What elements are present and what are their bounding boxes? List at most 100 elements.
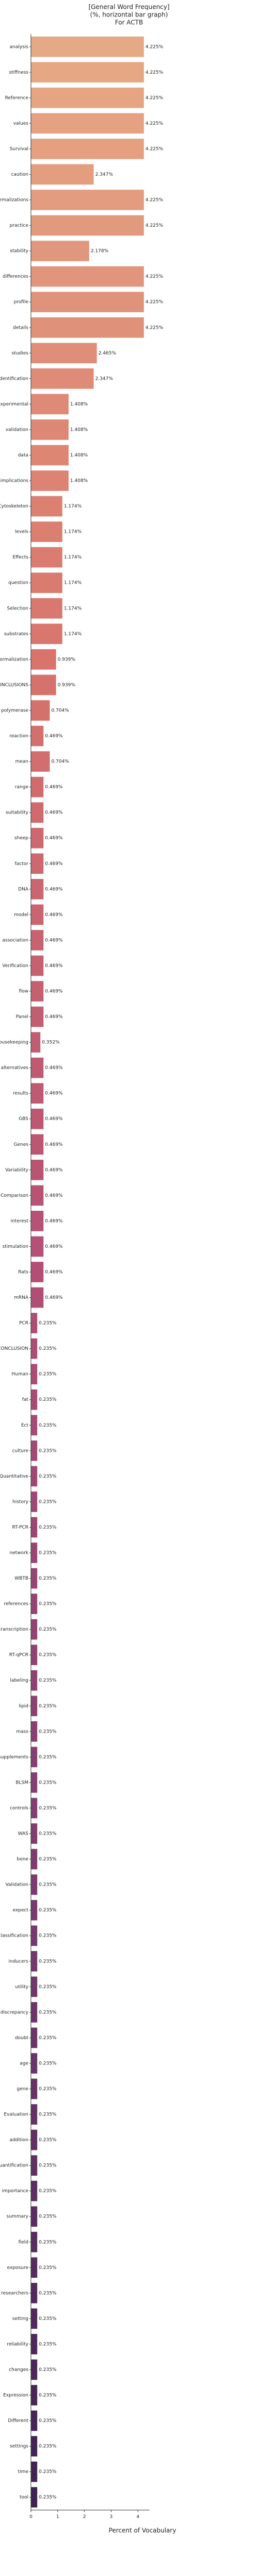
value-label: 0.235% <box>39 1729 57 1734</box>
y-tick-label: DNA <box>18 887 29 892</box>
y-tick-label: network <box>9 1551 28 1556</box>
value-label: 0.469% <box>45 1065 63 1071</box>
value-label: 0.235% <box>39 2061 57 2066</box>
y-tick-label: changes <box>9 2367 28 2372</box>
value-label: 0.235% <box>39 1525 57 1530</box>
y-tick-label: Reference <box>5 95 29 100</box>
y-tick-label: mean <box>15 759 28 765</box>
y-tick-label: Experimental <box>0 402 28 407</box>
bar <box>31 2053 38 2074</box>
y-tick-label: age <box>20 2061 28 2066</box>
value-label: 1.174% <box>64 504 82 509</box>
value-label: 0.235% <box>39 1678 57 1683</box>
y-tick-label: field <box>19 2240 28 2245</box>
value-label: 0.939% <box>58 683 76 688</box>
value-label: 0.704% <box>51 759 69 765</box>
y-tick-label: fat <box>22 1397 29 1402</box>
y-tick-label: WBTB <box>14 1576 28 1581</box>
value-label: 0.235% <box>39 2495 57 2500</box>
value-label: 4.225% <box>146 44 164 49</box>
y-tick-label: importance <box>2 2189 29 2194</box>
y-tick-label: quantification <box>0 2163 28 2168</box>
y-tick-label: stiffness <box>9 70 28 75</box>
value-label: 0.469% <box>45 1116 63 1122</box>
y-tick-label: Survival <box>10 146 28 151</box>
y-tick-label: Cytoskeleton <box>0 504 28 509</box>
bar <box>31 2231 38 2252</box>
value-label: 0.469% <box>45 1270 63 1275</box>
bar <box>31 878 44 900</box>
y-tick-label: bone <box>17 1857 29 1862</box>
x-axis-label: Percent of Vocabulary <box>109 2527 176 2534</box>
y-tick-label: classification <box>0 1934 28 1939</box>
bar <box>31 930 44 951</box>
value-label: 0.235% <box>39 2010 57 2015</box>
value-label: 0.469% <box>45 1142 63 1147</box>
bar <box>31 36 144 57</box>
value-label: 0.235% <box>39 1832 57 1837</box>
value-label: 0.235% <box>39 2240 57 2245</box>
y-tick-label: stability <box>10 249 28 254</box>
value-label: 0.235% <box>39 1551 57 1556</box>
y-tick-label: normalization <box>0 657 28 662</box>
value-label: 0.469% <box>45 734 63 739</box>
x-tick-label: 2 <box>83 2515 86 2520</box>
y-tick-label: Comparison <box>1 1193 28 1198</box>
value-label: 0.235% <box>39 1397 57 1402</box>
y-tick-label: implications <box>1 479 29 484</box>
x-tick-label: 0 <box>29 2515 33 2520</box>
y-tick-label: alternatives <box>1 1065 29 1071</box>
bar <box>31 2487 38 2508</box>
y-tick-label: controls <box>10 1806 28 1811</box>
bar <box>31 1415 38 1436</box>
bar <box>31 2104 38 2125</box>
y-tick-label: culture <box>12 1448 29 1453</box>
value-label: 2.347% <box>95 376 114 381</box>
value-label: 0.235% <box>39 1959 57 1964</box>
bar <box>31 1670 38 1691</box>
bar <box>31 1134 44 1155</box>
value-label: 4.225% <box>146 198 164 203</box>
value-label: 0.235% <box>39 2112 57 2117</box>
y-tick-label: Effects <box>12 555 28 560</box>
value-label: 0.235% <box>39 2444 57 2449</box>
value-label: 1.174% <box>64 606 82 611</box>
value-label: 0.469% <box>45 963 63 969</box>
bar <box>31 1925 38 1946</box>
y-tick-label: discrepancy <box>1 2010 29 2015</box>
y-tick-label: transcription <box>0 1627 28 1632</box>
bar <box>31 649 56 670</box>
bar <box>31 1721 38 1742</box>
value-label: 1.174% <box>64 632 82 637</box>
y-tick-label: values <box>13 121 29 126</box>
bar <box>31 1772 38 1793</box>
bar <box>31 700 50 721</box>
bar <box>31 88 144 108</box>
y-tick-label: researchers <box>1 2291 28 2296</box>
bar <box>31 802 44 823</box>
value-label: 0.235% <box>39 2291 57 2296</box>
y-tick-label: labeling <box>10 1678 28 1683</box>
y-tick-label: utility <box>15 1985 28 1990</box>
bar <box>31 292 144 313</box>
bar <box>31 1032 41 1053</box>
bar <box>31 1083 44 1104</box>
bar <box>31 2308 38 2329</box>
bar <box>31 1211 44 1231</box>
bar <box>31 853 44 874</box>
bar <box>31 1313 38 1333</box>
value-label: 0.235% <box>39 2418 57 2424</box>
value-label: 0.235% <box>39 1372 57 1377</box>
value-label: 0.235% <box>39 1321 57 1326</box>
value-label: 1.408% <box>70 402 88 407</box>
bar <box>31 1823 38 1844</box>
bar <box>31 2385 38 2405</box>
y-tick-label: doubt <box>15 2036 29 2041</box>
bar <box>31 674 56 696</box>
y-tick-label: interest <box>10 1218 28 1224</box>
value-label: 0.235% <box>39 2342 57 2347</box>
y-tick-label: mass <box>16 1729 28 1734</box>
value-label: 0.235% <box>39 1448 57 1453</box>
value-label: 0.469% <box>45 836 63 841</box>
